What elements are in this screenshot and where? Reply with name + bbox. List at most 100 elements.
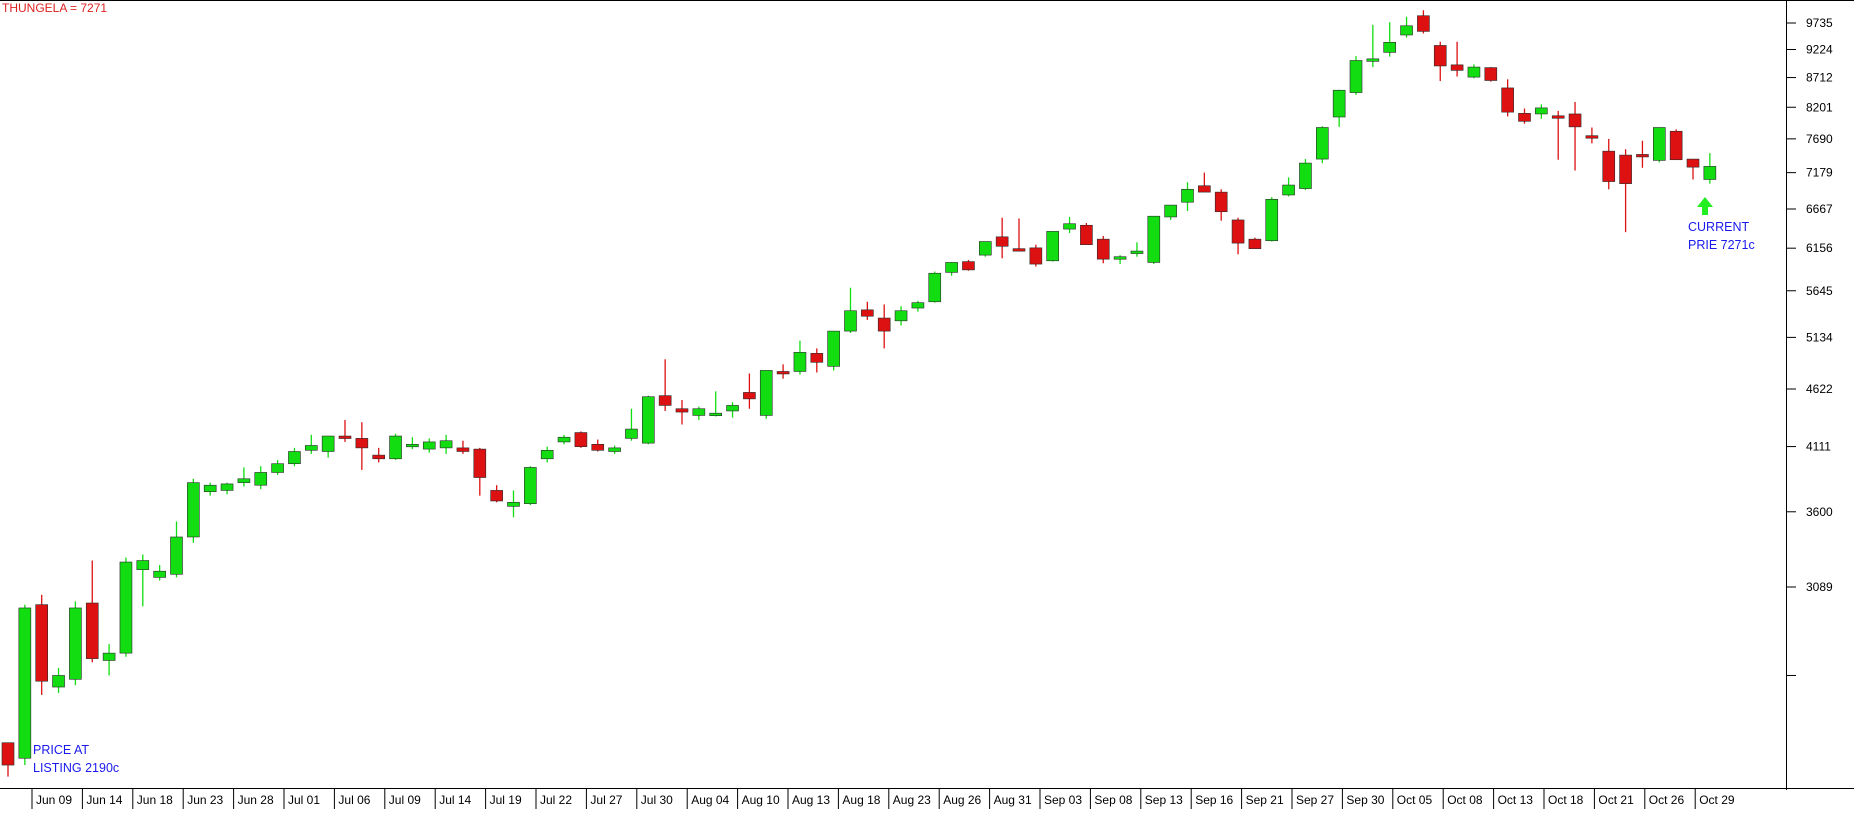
candle (1433, 41, 1447, 82)
x-tick-label: Jul 01 (288, 793, 320, 807)
candle (1063, 216, 1076, 233)
candle (1619, 149, 1632, 233)
candle-body-up (406, 443, 419, 448)
x-tick-label: Jul 19 (490, 793, 522, 807)
candle (759, 370, 773, 419)
current-annotation-line2: PRIE 7271c (1688, 238, 1755, 252)
candle (1029, 244, 1043, 267)
candle (743, 373, 756, 409)
x-tick-label: Jul 09 (389, 793, 421, 807)
candle-body-up (524, 467, 537, 504)
candle-body-up (692, 408, 706, 416)
candle-body-down (1029, 247, 1043, 265)
candle-body-down (1433, 45, 1447, 67)
candle (894, 306, 908, 326)
x-tick-label: Aug 23 (893, 793, 931, 807)
candle-body-up (136, 560, 150, 570)
x-tick-label: Aug 31 (994, 793, 1032, 807)
candle (1417, 10, 1430, 34)
candle-body-up (321, 435, 335, 452)
candle-body-down (1450, 64, 1464, 71)
x-tick-label: Sep 27 (1296, 793, 1334, 807)
candles-layer (1, 10, 1717, 777)
y-tick-label: 8201 (1806, 100, 1833, 114)
candle (675, 399, 689, 425)
candle-body-down (35, 604, 49, 682)
candle-body-up (827, 330, 840, 367)
candle (625, 408, 638, 441)
listing-annotation-line2: LISTING 2190c (33, 761, 119, 775)
candle (1096, 236, 1110, 264)
candle (69, 601, 82, 686)
candle-body-up (1535, 107, 1548, 115)
x-tick-label: Aug 18 (842, 793, 880, 807)
candle-body-up (1181, 188, 1194, 203)
candle (1, 742, 15, 777)
candle (1316, 126, 1329, 164)
candle (304, 434, 318, 454)
candle-body-up (709, 412, 723, 416)
candle-body-up (1147, 215, 1161, 263)
candle (861, 301, 874, 320)
candle (237, 467, 251, 487)
x-tick-label: Jul 27 (590, 793, 622, 807)
candle (406, 437, 419, 450)
candle (321, 435, 335, 458)
candle (136, 554, 150, 607)
y-tick-label: 3089 (1806, 580, 1833, 594)
candle-body-up (1316, 127, 1329, 160)
x-tick-label: Jun 14 (86, 793, 122, 807)
candle (557, 434, 571, 445)
candle-body-down (1686, 158, 1700, 168)
candle (810, 348, 824, 373)
candle (1467, 64, 1481, 79)
candle (1686, 158, 1700, 180)
candle (793, 340, 807, 375)
y-tick-label: 4111 (1806, 440, 1831, 454)
current-annotation-line1: CURRENT (1688, 220, 1749, 234)
candle (524, 466, 537, 506)
candle-body-up (18, 607, 32, 759)
candle-body-up (1332, 89, 1346, 118)
candle-body-down (1669, 130, 1683, 161)
candle-body-up (844, 310, 857, 332)
candle (507, 490, 520, 518)
candle (1198, 172, 1211, 193)
candle (473, 447, 487, 496)
candle-body-up (726, 405, 739, 412)
candle-body-up (389, 435, 402, 460)
candle-body-up (304, 445, 318, 451)
candle (1265, 197, 1279, 242)
candle-body-down (372, 454, 386, 460)
candle-body-down (1214, 191, 1228, 213)
candle-body-down (1518, 113, 1531, 122)
candle-body-up (102, 652, 116, 661)
candle-body-down (1602, 150, 1616, 182)
candle (1248, 237, 1262, 249)
candle (1080, 222, 1093, 245)
candle-body-up (1113, 256, 1127, 260)
x-tick-label: Jul 22 (540, 793, 572, 807)
y-tick-label: 5645 (1806, 284, 1833, 298)
candle (608, 445, 621, 454)
candle-body-down (473, 448, 487, 478)
candle (911, 300, 925, 312)
candle (456, 440, 470, 454)
x-tick-label: Jun 23 (187, 793, 223, 807)
x-tick-label: Aug 10 (742, 793, 780, 807)
y-tick-label: 9735 (1806, 16, 1833, 30)
candle (203, 482, 217, 496)
candle-body-up (1282, 184, 1295, 196)
candle (187, 478, 200, 543)
candle-body-up (540, 449, 554, 460)
x-tick-label: Jun 28 (238, 793, 274, 807)
candle (1703, 153, 1717, 184)
candle (709, 391, 723, 417)
candle (490, 485, 503, 503)
candle (220, 482, 234, 495)
candle (574, 431, 588, 448)
candle-body-up (1653, 127, 1666, 161)
candle (1147, 215, 1161, 265)
